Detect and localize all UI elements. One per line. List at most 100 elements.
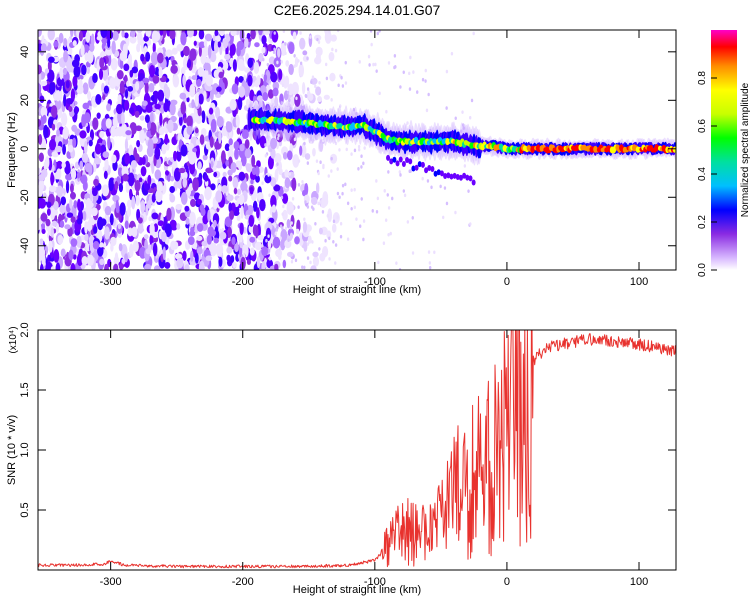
noise-speckle (382, 241, 386, 245)
noise-blob (141, 156, 146, 165)
noise-blob (163, 101, 169, 113)
noise-blob (286, 218, 291, 229)
noise-blob (317, 96, 323, 103)
noise-speckle (387, 232, 390, 237)
noise-speckle (357, 144, 361, 149)
noise-blob (198, 260, 205, 270)
noise-blob (198, 45, 202, 57)
noise-blob (246, 32, 251, 39)
side-streak (446, 172, 451, 179)
noise-blob (294, 236, 300, 245)
noise-speckle (340, 75, 343, 80)
noise-blob (289, 133, 297, 146)
noise-blob (308, 93, 314, 101)
noise-speckle (353, 205, 357, 210)
noise-blob (100, 30, 108, 38)
noise-blob (285, 100, 291, 108)
noise-blob (178, 167, 186, 174)
noise-blob (203, 62, 211, 71)
noise-blob (53, 41, 59, 48)
noise-blob (248, 214, 255, 227)
noise-blob (233, 187, 238, 195)
noise-blob (232, 177, 239, 189)
noise-blob (182, 250, 187, 261)
noise-blob (272, 87, 279, 97)
noise-blob (210, 161, 214, 168)
noise-blob (187, 30, 194, 38)
noise-blob (127, 86, 134, 92)
noise-blob (59, 204, 66, 214)
noise-blob (263, 74, 268, 82)
noise-blob (247, 57, 254, 69)
noise-speckle (355, 217, 358, 221)
noise-speckle (297, 159, 301, 163)
noise-blob (191, 99, 195, 109)
noise-blob (92, 117, 99, 130)
noise-blob (220, 150, 226, 164)
noise-speckle (291, 196, 295, 201)
noise-blob (224, 33, 230, 39)
noise-speckle (334, 48, 338, 53)
noise-blob (162, 30, 167, 39)
noise-blob (83, 140, 88, 155)
y-tick-label: 0 (19, 146, 31, 152)
noise-blob (70, 262, 76, 270)
noise-blob (55, 262, 61, 270)
noise-blob (147, 174, 152, 186)
noise-blob (224, 216, 233, 228)
noise-blob (238, 64, 246, 71)
noise-blob (84, 52, 89, 61)
noise-blob (231, 83, 239, 95)
noise-blob (156, 52, 164, 64)
noise-blob (196, 198, 202, 205)
noise-blob (150, 51, 159, 66)
noise-blob (186, 115, 193, 127)
noise-blob (201, 240, 208, 247)
noise-blob (119, 86, 126, 94)
noise-speckle (261, 181, 264, 185)
x-tick-label: -100 (364, 576, 386, 588)
noise-speckle (328, 236, 331, 241)
noise-blob (203, 39, 208, 48)
noise-blob (198, 93, 204, 105)
noise-blob (230, 30, 237, 37)
noise-blob (291, 81, 299, 96)
noise-speckle (278, 247, 282, 251)
noise-blob (163, 83, 169, 97)
noise-blob (124, 138, 129, 152)
noise-blob (272, 236, 281, 249)
noise-blob (70, 216, 76, 223)
noise-blob (256, 95, 263, 102)
noise-blob (113, 263, 119, 270)
noise-blob (241, 129, 249, 140)
colorbar-tick-label: 0.6 (697, 119, 708, 133)
noise-blob (170, 175, 175, 182)
noise-blob (57, 234, 64, 245)
noise-speckle (261, 73, 264, 78)
noise-speckle (280, 60, 283, 64)
x-tick-label: -300 (100, 576, 122, 588)
noise-blob (225, 121, 233, 133)
noise-blob (117, 167, 123, 177)
noise-blob (302, 190, 307, 197)
noise-blob (40, 106, 48, 118)
noise-blob (255, 175, 260, 183)
noise-blob (95, 93, 102, 105)
noise-blob (82, 102, 90, 110)
noise-blob (124, 89, 129, 99)
noise-blob (48, 185, 57, 193)
noise-blob (250, 30, 256, 40)
x-tick-label: -200 (232, 276, 254, 288)
noise-blob (144, 263, 152, 270)
noise-speckle (408, 87, 412, 91)
noise-blob (229, 210, 235, 220)
side-streak (430, 166, 435, 173)
noise-blob (87, 49, 94, 64)
noise-blob (86, 66, 90, 75)
noise-blob (330, 34, 337, 42)
noise-speckle (336, 191, 340, 196)
noise-blob (286, 201, 294, 216)
noise-speckle (264, 153, 268, 158)
noise-blob (70, 167, 77, 181)
noise-blob (251, 167, 257, 176)
